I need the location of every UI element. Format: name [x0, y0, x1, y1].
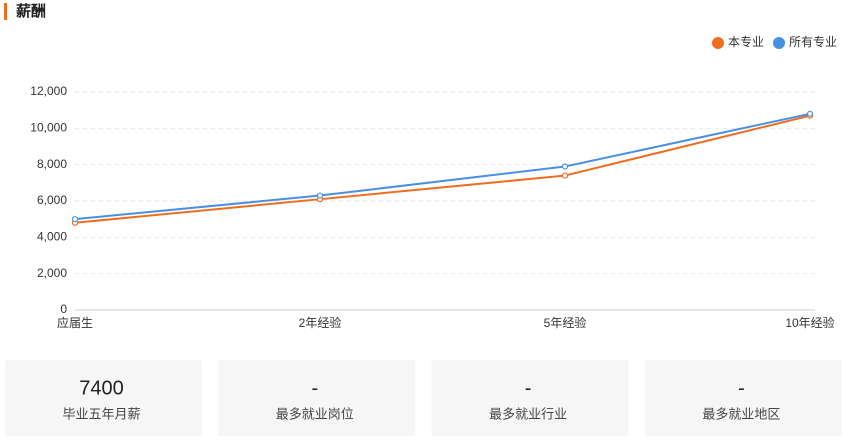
y-tick-label: 8,000 — [37, 157, 67, 171]
y-tick-label: 2,000 — [37, 266, 67, 280]
stat-card: - 最多就业行业 — [431, 360, 629, 436]
x-tick-label: 应届生 — [57, 315, 93, 330]
legend-marker — [712, 37, 724, 49]
card-label: 毕业五年月薪 — [62, 406, 140, 421]
legend: 本专业 所有专业 — [712, 34, 837, 49]
section-title: 薪酬 — [16, 2, 46, 20]
data-point — [71, 216, 79, 223]
x-tick-label: 5年经验 — [544, 315, 587, 330]
card-value: - — [525, 377, 532, 399]
x-tick-label: 10年经验 — [785, 315, 834, 330]
y-tick-label: 10,000 — [30, 121, 67, 135]
card-background — [5, 360, 202, 436]
card-value: 7400 — [79, 377, 124, 399]
stat-card: 7400 毕业五年月薪 — [5, 360, 202, 436]
x-tick-label: 2年经验 — [299, 315, 342, 330]
legend-label[interactable]: 所有专业 — [789, 34, 837, 49]
stat-card: - 最多就业地区 — [644, 360, 842, 436]
card-label: 最多就业岗位 — [276, 406, 354, 421]
series-line — [74, 114, 811, 224]
stat-card: - 最多就业岗位 — [218, 360, 416, 436]
y-tick-label: 6,000 — [37, 193, 67, 207]
data-point — [561, 163, 569, 170]
card-value: - — [311, 377, 318, 399]
card-background — [644, 360, 842, 436]
data-point — [316, 192, 324, 199]
card-label: 最多就业地区 — [702, 406, 780, 421]
title-bar — [4, 3, 7, 20]
card-background — [431, 360, 629, 436]
legend-label[interactable]: 本专业 — [728, 34, 764, 49]
data-point — [561, 172, 569, 179]
y-tick-label: 4,000 — [37, 230, 67, 244]
card-value: - — [738, 377, 745, 399]
y-tick-label: 12,000 — [30, 84, 67, 98]
legend-marker — [773, 37, 785, 49]
data-point — [806, 110, 814, 117]
series-line — [74, 112, 811, 221]
y-tick-label: 0 — [60, 302, 67, 316]
card-background — [218, 360, 416, 436]
card-label: 最多就业行业 — [489, 406, 567, 421]
